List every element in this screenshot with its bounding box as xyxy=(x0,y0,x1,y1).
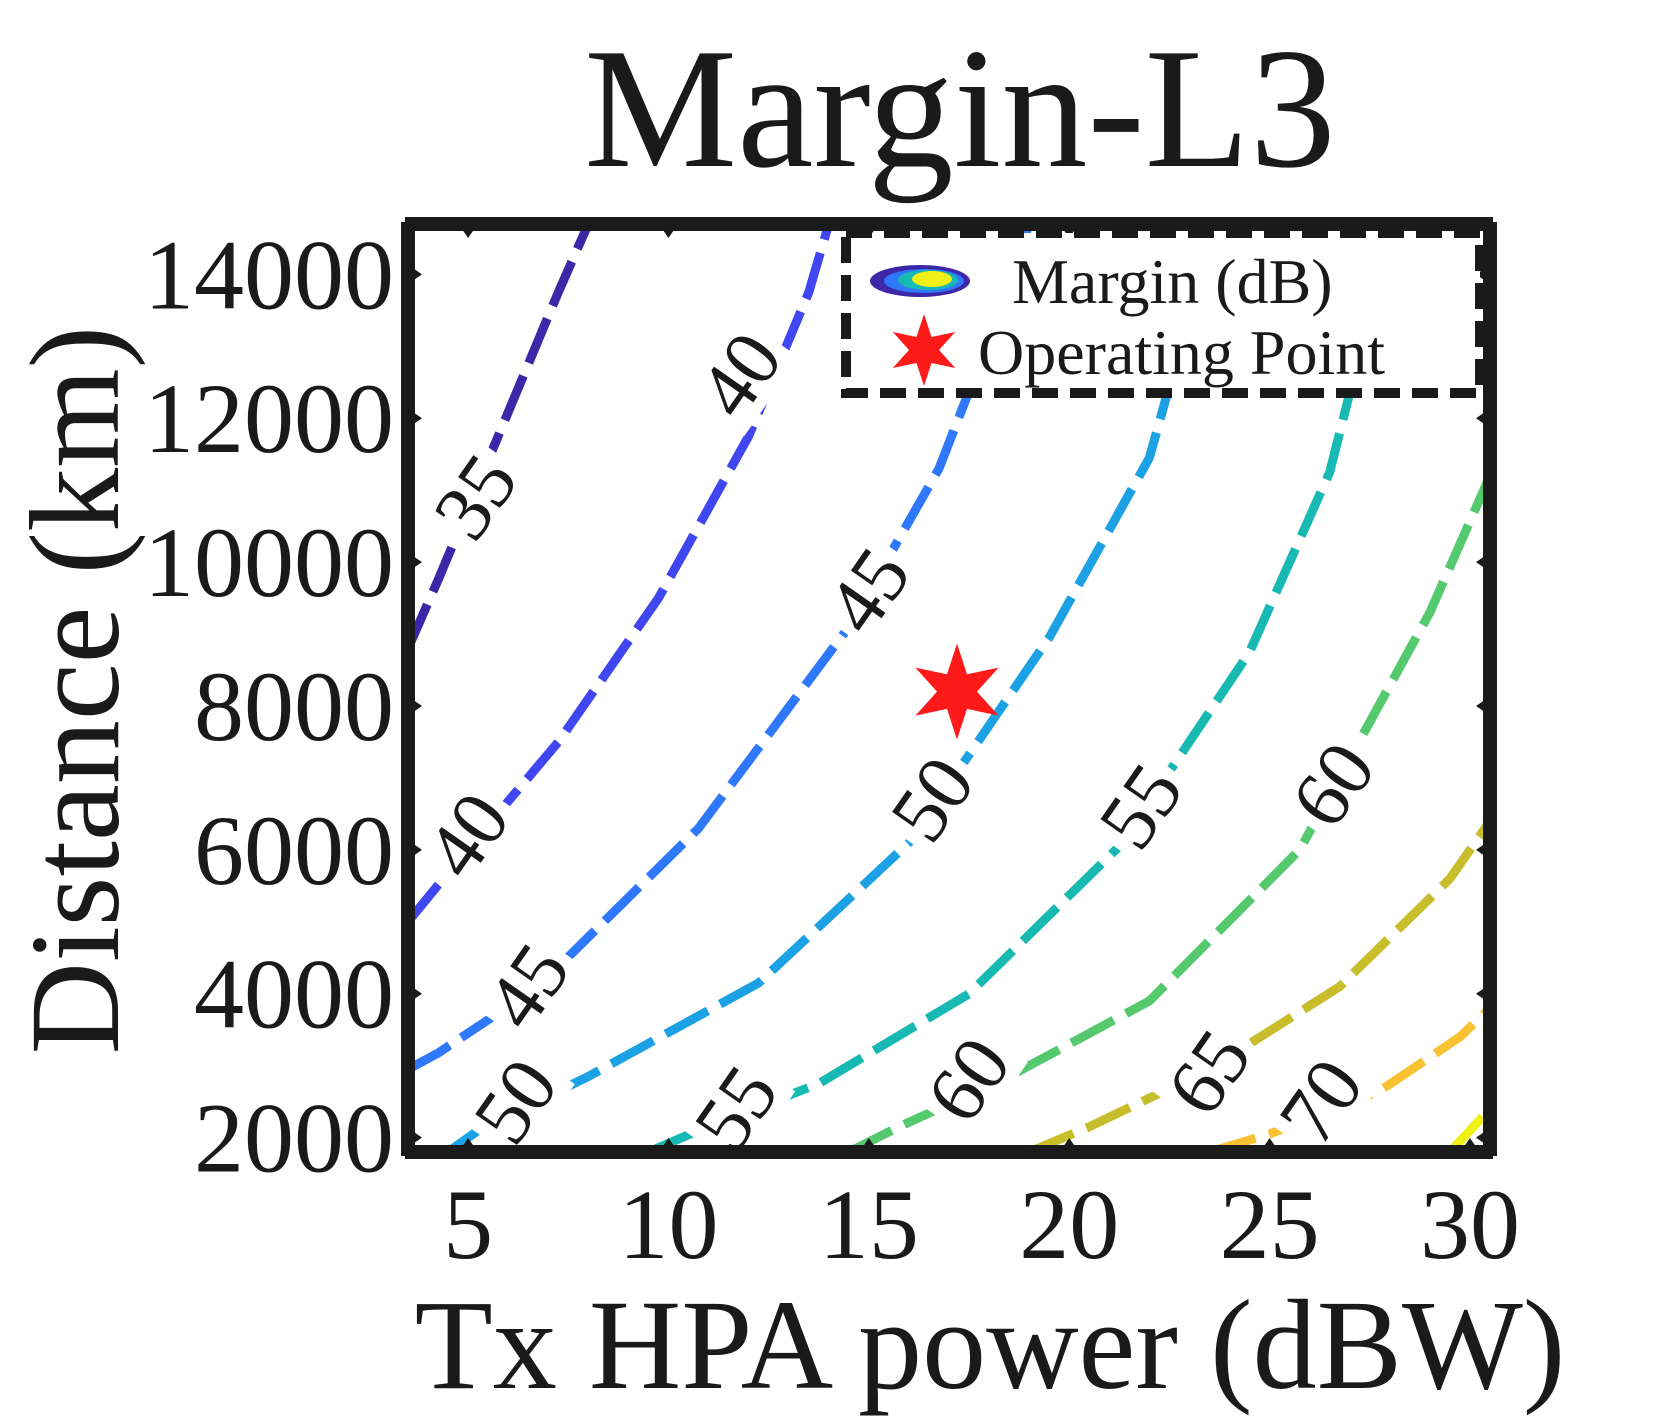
contour-label-bg-60-1 xyxy=(1275,724,1393,847)
y-tick-mark-right-2000 xyxy=(1476,1126,1492,1149)
contour-label-bg-60-0 xyxy=(910,1018,1028,1142)
x-tick-mark-30 xyxy=(1458,1138,1481,1154)
legend: Margin (dB) Operating Point xyxy=(841,228,1485,398)
legend-label-margin: Margin (dB) xyxy=(1012,246,1333,317)
y-tick-label-10000: 10000 xyxy=(144,507,394,618)
y-tick-mark-10000 xyxy=(406,551,422,574)
contour-label-60-1: 60 xyxy=(1275,727,1393,843)
x-tick-mark-5 xyxy=(457,1138,480,1154)
y-tick-mark-6000 xyxy=(406,838,422,861)
contour-label-bg-70-0 xyxy=(1263,1040,1381,1163)
x-tick-mark-20 xyxy=(1058,1138,1081,1154)
contour-line-60 xyxy=(846,473,1490,1152)
x-tick-label-15: 15 xyxy=(819,1169,919,1280)
x-axis-label: Tx HPA power (dBW) xyxy=(415,1274,1566,1416)
contour-label-55-1: 55 xyxy=(1082,749,1200,865)
contour-label-bg-50-0 xyxy=(457,1040,575,1163)
contour-label-40-1: 40 xyxy=(682,317,800,433)
x-tick-mark-25 xyxy=(1258,1138,1281,1154)
contour-line-75 xyxy=(1446,1105,1490,1152)
x-tick-mark-top-10 xyxy=(657,222,680,238)
y-axis-label: Distance (km) xyxy=(4,326,146,1055)
y-tick-label-4000: 4000 xyxy=(194,939,394,1050)
x-tick-mark-15 xyxy=(857,1138,880,1154)
y-tick-label-14000: 14000 xyxy=(144,219,394,330)
contour-label-bg-50-1 xyxy=(874,738,992,861)
contour-label-65-0: 65 xyxy=(1150,1015,1268,1131)
contour-label-bg-35-0 xyxy=(417,436,535,559)
y-tick-mark-12000 xyxy=(406,407,422,430)
contour-label-45-1: 45 xyxy=(810,533,928,649)
y-tick-mark-right-12000 xyxy=(1476,407,1492,430)
contour-line-70 xyxy=(1208,1004,1490,1152)
contour-line-65 xyxy=(1027,818,1490,1152)
x-tick-label-30: 30 xyxy=(1420,1169,1520,1280)
x-axis-ticks: 5 10 15 20 25 30 xyxy=(443,222,1520,1280)
y-tick-mark-14000 xyxy=(406,263,422,286)
y-tick-mark-4000 xyxy=(406,982,422,1005)
legend-contour-icon xyxy=(870,265,970,297)
x-tick-mark-top-20 xyxy=(1058,222,1081,238)
contour-label-bg-40-0 xyxy=(409,774,527,897)
contour-label-35-0: 35 xyxy=(417,439,535,555)
chart-title: Margin-L3 xyxy=(584,14,1336,204)
y-tick-label-6000: 6000 xyxy=(194,795,394,906)
contour-label-bg-55-0 xyxy=(677,1047,796,1170)
operating-point-star xyxy=(915,643,999,740)
contour-label-bg-40-1 xyxy=(681,313,800,437)
contour-label-50-0: 50 xyxy=(457,1044,575,1160)
contour-label-70-0: 70 xyxy=(1263,1044,1381,1160)
contour-label-bg-45-1 xyxy=(810,529,928,652)
x-tick-mark-10 xyxy=(657,1138,680,1154)
x-tick-mark-top-5 xyxy=(457,222,480,238)
contour-label-bg-65-0 xyxy=(1150,1011,1269,1134)
contour-label-45-0: 45 xyxy=(469,929,587,1045)
contour-label-bg-55-1 xyxy=(1082,745,1201,868)
y-tick-mark-right-14000 xyxy=(1476,263,1492,286)
y-tick-label-2000: 2000 xyxy=(194,1083,394,1194)
y-tick-mark-right-10000 xyxy=(1476,551,1492,574)
x-tick-label-25: 25 xyxy=(1220,1169,1320,1280)
y-tick-mark-2000 xyxy=(406,1126,422,1149)
y-tick-mark-right-6000 xyxy=(1476,838,1492,861)
y-tick-mark-right-8000 xyxy=(1476,694,1492,717)
contour-label-bg-45-0 xyxy=(469,925,587,1048)
x-tick-label-10: 10 xyxy=(618,1169,718,1280)
legend-label-operating-point: Operating Point xyxy=(978,317,1385,388)
x-tick-label-20: 20 xyxy=(1019,1169,1119,1280)
contour-label-60-0: 60 xyxy=(910,1022,1028,1138)
y-tick-mark-8000 xyxy=(406,694,422,717)
y-tick-label-12000: 12000 xyxy=(144,363,394,474)
x-tick-label-5: 5 xyxy=(443,1169,493,1280)
y-tick-label-8000: 8000 xyxy=(194,651,394,762)
y-tick-mark-right-4000 xyxy=(1476,982,1492,1005)
legend-star-icon xyxy=(892,314,956,386)
contour-line-35 xyxy=(408,224,593,651)
y-axis-ticks: 2000 4000 6000 8000 10000 12000 14000 xyxy=(144,219,1492,1194)
contour-label-50-1: 50 xyxy=(874,742,992,858)
